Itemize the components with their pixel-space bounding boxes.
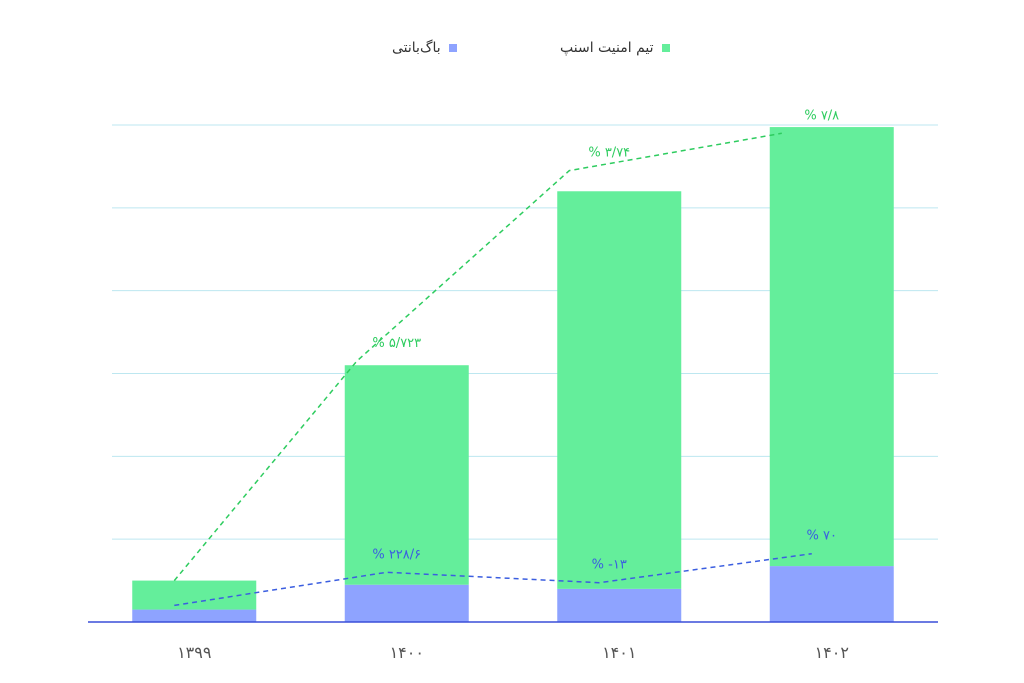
bar-security-team xyxy=(344,365,469,585)
bar-bug-bounty xyxy=(557,588,682,622)
legend-swatch-blue-icon xyxy=(448,44,457,52)
legend-swatch-green-icon xyxy=(661,44,670,52)
bars xyxy=(132,127,894,622)
trend-label: % ۷۰ xyxy=(807,529,837,544)
trend-label: % ۵/۷۲۳ xyxy=(372,336,421,351)
legend-item-bug-bounty: باگ‌بانتی xyxy=(392,38,457,58)
legend-label-snapp-security-team: تیم امنیت اسنپ xyxy=(560,40,654,56)
x-tick-label: ۱۴۰۲ xyxy=(815,643,849,662)
trend-label: % ۷/۸ xyxy=(804,108,839,123)
bar-security-team xyxy=(769,127,894,567)
trend-labels: % ۵/۷۲۳ % ۳/۷۴ % ۷/۸ % ۲۲۸/۶ % -۱۳ % ۷۰ xyxy=(372,108,839,572)
x-tick-label: ۱۳۹۹ xyxy=(177,643,211,662)
trend-lines xyxy=(173,132,812,607)
bar-bug-bounty xyxy=(132,609,257,622)
x-axis: ۱۳۹۹ ۱۴۰۰ ۱۴۰۱ ۱۴۰۲ xyxy=(88,621,938,662)
legend-item-snapp-security-team: تیم امنیت اسنپ xyxy=(560,38,670,58)
bar-bug-bounty xyxy=(769,566,894,622)
bar-bug-bounty xyxy=(344,584,469,622)
trend-line-security-team xyxy=(173,132,782,582)
trend-label: % -۱۳ xyxy=(592,558,627,573)
trend-line-bug-bounty xyxy=(174,552,812,607)
trend-label: % ۳/۷۴ xyxy=(588,146,630,161)
trend-label: % ۲۲۸/۶ xyxy=(372,547,421,562)
legend-label-bug-bounty: باگ‌بانتی xyxy=(392,40,441,56)
x-tick-label: ۱۴۰۰ xyxy=(390,643,424,662)
bar-security-team xyxy=(132,580,257,610)
bar-security-team xyxy=(557,191,682,589)
x-tick-label: ۱۴۰۱ xyxy=(602,643,636,662)
